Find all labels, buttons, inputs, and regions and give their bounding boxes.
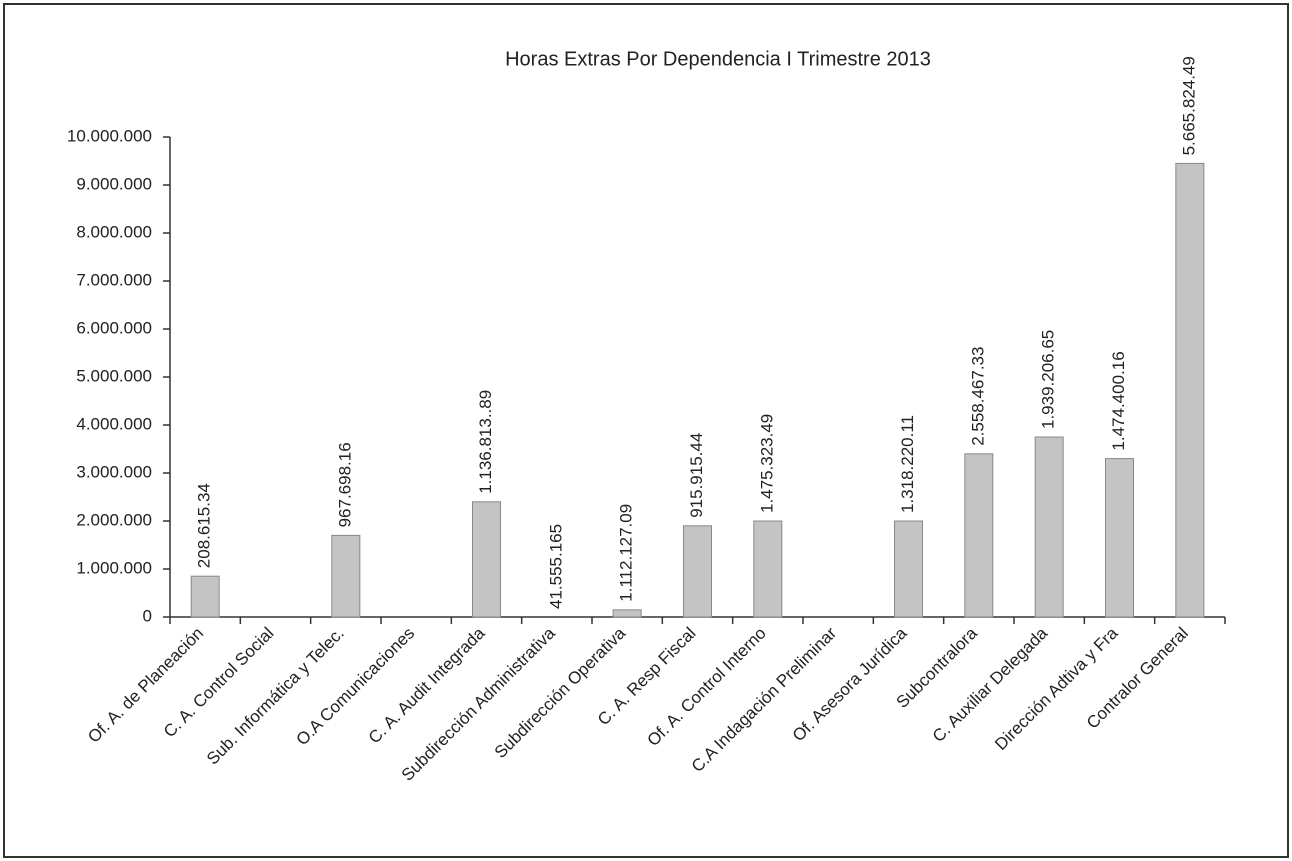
bar [964,453,994,618]
x-tick-label: Subdirección Operativa [491,623,630,762]
bar [1034,436,1064,618]
y-tick-label: 5.000.000 [76,366,152,385]
value-label: 41.555.165 [546,524,565,609]
value-label: 2.558.467.33 [968,347,987,446]
value-label: 1.939.206.65 [1039,330,1058,429]
chart-title: Horas Extras Por Dependencia I Trimestre… [505,48,931,70]
y-tick-label: 6.000.000 [76,318,152,337]
bar [753,520,783,618]
x-tick-label: Sub. Informática y Telec. [203,624,348,769]
x-tick-label: Dirección Adtiva y Fra [991,623,1122,754]
value-label: 1.474.400.16 [1109,351,1128,450]
x-tick-label: O.A Comunicaciones [292,624,418,750]
y-tick-label: 1.000.000 [76,558,152,577]
bar [331,534,361,618]
y-tick-label: 8.000.000 [76,222,152,241]
value-label: 1.318.220.11 [898,415,917,513]
y-tick-label: 3.000.000 [76,462,152,481]
x-tick-label: Of. Asesora Jurídica [789,623,911,745]
bar [1175,162,1205,618]
value-label: 208.615.34 [195,483,214,568]
value-label: 915.915.44 [687,433,706,518]
bar [190,575,220,618]
y-tick-label: 10.000.000 [67,126,152,145]
bar [472,501,501,618]
value-label: 967.698.16 [335,442,354,527]
y-tick-label: 7.000.000 [76,270,152,289]
bar [612,609,642,618]
bar [683,525,712,618]
value-label: 1.112.127.09 [617,504,636,602]
value-label: 1.136.813..89 [476,390,495,494]
y-tick-label: 9.000.000 [76,174,152,193]
x-tick-label: Of. A. Control Interno [643,624,769,750]
x-tick-label: Of. A. de Planeación [84,624,207,747]
bar [894,520,923,618]
y-tick-label: 4.000.000 [76,414,152,433]
x-tick-label: C.A Indagación Preliminar [688,623,841,776]
x-tick-label: C. Auxiliar Delegada [929,623,1052,746]
value-label: 5.665.824.49 [1179,56,1198,155]
x-tick-label: C. A. Audit Integrada [365,623,489,747]
y-tick-label: 2.000.000 [76,510,152,529]
value-label: 1.475.323.49 [757,414,776,513]
y-tick-label: 0 [143,606,152,625]
bar [1105,458,1134,618]
frame [3,3,1289,858]
